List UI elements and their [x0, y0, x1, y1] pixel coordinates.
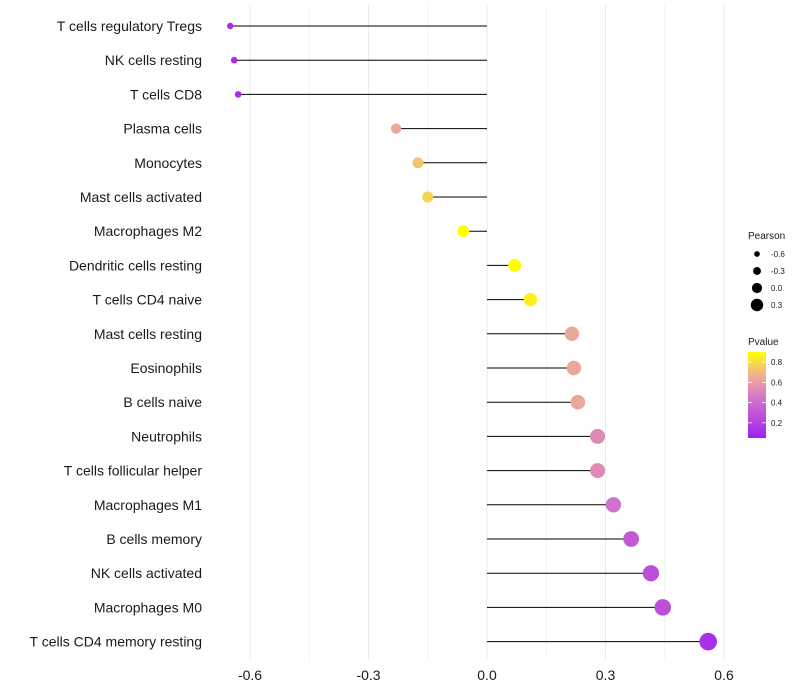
data-point — [457, 225, 470, 238]
data-point — [564, 326, 580, 342]
x-tick-label: 0.0 — [477, 667, 497, 683]
x-tick-label: -0.3 — [356, 667, 380, 683]
category-label: Eosinophils — [130, 360, 202, 376]
size-legend-title: Pearson — [748, 231, 785, 242]
data-point — [230, 56, 238, 64]
data-point — [227, 22, 234, 30]
category-label: NK cells activated — [91, 565, 202, 581]
data-point — [605, 497, 622, 513]
category-label: Mast cells resting — [94, 326, 202, 342]
category-label: Mast cells activated — [80, 189, 202, 205]
data-point — [590, 428, 606, 444]
size-legend-key — [750, 298, 764, 312]
color-legend: Pvalue 0.8 0.6 0.4 0.2 — [748, 337, 783, 438]
pvalue-colorbar — [748, 352, 766, 438]
size-legend-label: 0.3 — [771, 301, 783, 310]
x-axis-ticks: -0.6 -0.3 0.0 0.3 0.6 — [238, 667, 734, 683]
size-legend-label: 0.0 — [771, 284, 783, 293]
category-label: Monocytes — [134, 155, 202, 171]
category-label: B cells memory — [106, 531, 202, 547]
color-legend-title: Pvalue — [748, 337, 779, 348]
size-legend-label: -0.3 — [771, 267, 785, 276]
data-point — [566, 360, 582, 376]
data-point — [412, 157, 424, 169]
data-point — [654, 599, 672, 616]
stems — [230, 25, 709, 643]
data-point — [570, 394, 586, 410]
color-legend-label: 0.8 — [771, 358, 783, 367]
size-legend-key — [754, 251, 760, 257]
category-labels: T cells regulatory Tregs NK cells resting… — [30, 18, 203, 650]
size-legend-key — [753, 267, 761, 275]
color-legend-label: 0.2 — [771, 419, 783, 428]
grid-lines — [249, 5, 725, 660]
size-legend-key — [751, 282, 763, 294]
category-label: Neutrophils — [131, 428, 202, 444]
category-label: T cells CD8 — [130, 86, 202, 102]
data-point — [590, 463, 606, 479]
data-point — [422, 191, 434, 203]
size-legend-label: -0.6 — [771, 250, 785, 259]
category-label: Macrophages M0 — [94, 599, 202, 615]
category-label: Dendritic cells resting — [69, 257, 202, 273]
data-point — [508, 258, 522, 272]
category-label: Macrophages M1 — [94, 497, 202, 513]
data-point — [234, 91, 242, 98]
x-tick-label: -0.6 — [238, 667, 262, 683]
data-point — [699, 632, 717, 651]
category-label: Plasma cells — [123, 121, 202, 137]
data-point — [523, 292, 538, 307]
category-label: NK cells resting — [105, 52, 202, 68]
category-label: T cells CD4 naive — [93, 292, 203, 308]
category-label: B cells naive — [123, 394, 202, 410]
category-label: T cells CD4 memory resting — [30, 634, 202, 650]
x-tick-label: 0.6 — [714, 667, 734, 683]
points — [227, 22, 717, 651]
x-tick-label: 0.3 — [596, 667, 616, 683]
category-label: Macrophages M2 — [94, 223, 202, 239]
category-label: T cells regulatory Tregs — [57, 18, 202, 34]
color-legend-label: 0.4 — [771, 399, 783, 408]
data-point — [390, 123, 402, 134]
color-legend-label: 0.6 — [771, 378, 783, 387]
data-point — [623, 531, 640, 547]
size-legend: Pearson -0.6 -0.3 0.0 0.3 — [748, 231, 785, 312]
data-point — [642, 565, 660, 582]
category-label: T cells follicular helper — [64, 463, 203, 479]
